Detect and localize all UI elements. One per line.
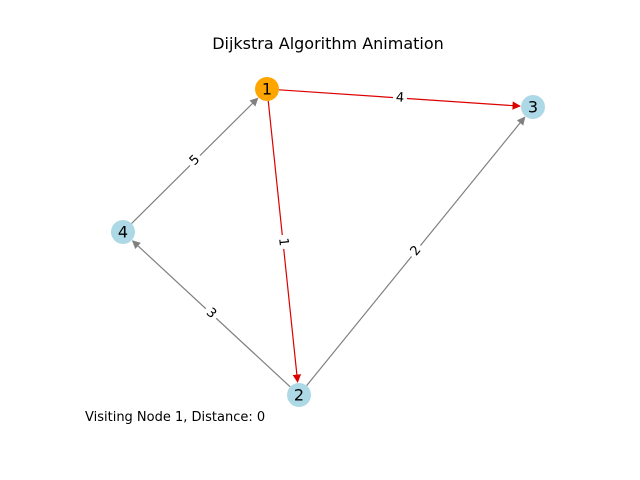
- node-label-4: 4: [118, 223, 128, 242]
- edge-weight-background: [405, 240, 427, 262]
- edge-weight-background: [274, 234, 292, 250]
- edge-weight-label-1-2: 1: [274, 234, 292, 250]
- chart-title: Dijkstra Algorithm Animation: [212, 34, 444, 53]
- edge-weight: 4: [395, 90, 404, 106]
- nodes-layer: 1 2 3 4: [111, 77, 545, 407]
- edge-weight: 1: [275, 237, 291, 247]
- edge-weight-background: [392, 89, 408, 107]
- edge-weight-label-2-4: 3: [200, 302, 222, 325]
- edge-weight-background: [184, 149, 206, 172]
- node-label-3: 3: [528, 98, 538, 117]
- edges-layer: [131, 89, 526, 388]
- status-text: Visiting Node 1, Distance: 0: [85, 410, 265, 425]
- node-1: [255, 77, 279, 101]
- edge-weight-label-4-1: 5: [184, 149, 206, 172]
- edge-labels-layer: 4 1 5 3 2: [184, 89, 427, 325]
- edge-weight-background: [200, 302, 222, 325]
- edge-weight-label-1-3: 4: [392, 89, 408, 107]
- node-2: [287, 383, 311, 407]
- node-label-2: 2: [294, 386, 304, 405]
- edge-weight-label-2-3: 2: [405, 240, 427, 262]
- node-label-1: 1: [262, 80, 272, 99]
- node-4: [111, 220, 135, 244]
- node-3: [521, 95, 545, 119]
